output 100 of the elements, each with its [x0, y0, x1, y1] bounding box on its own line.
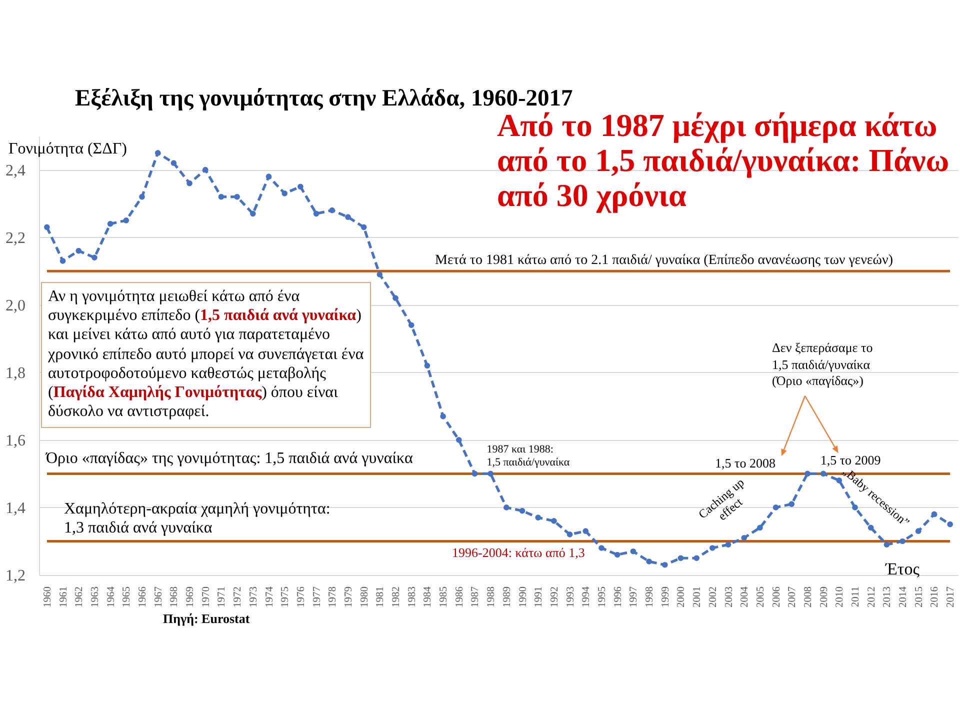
- ref-line-label: Όριο «παγίδας» της γονιμότητας: 1,5 παιδιά ανά γυναίκα: [46, 448, 413, 468]
- y-tick-label: 1,4: [6, 500, 26, 517]
- annotation: 1,5 το 2008: [714, 455, 776, 471]
- x-tick-label: 1991: [534, 586, 545, 608]
- x-tick-label: 2005: [755, 586, 766, 608]
- point: [202, 166, 208, 173]
- x-tick-label: 2012: [866, 586, 878, 608]
- x-axis-title: Έτος: [884, 560, 920, 578]
- x-tick-label: 1961: [58, 586, 70, 608]
- point: [92, 254, 98, 260]
- point: [408, 322, 414, 328]
- point: [678, 555, 684, 562]
- point: [614, 552, 620, 558]
- x-tick-label: 1985: [438, 586, 450, 608]
- x-tick-label: 1995: [596, 586, 608, 608]
- x-tick-label: 2013: [882, 586, 894, 608]
- x-tick-label: 1975: [280, 586, 292, 608]
- x-tick-label: 2015: [914, 586, 925, 608]
- x-tick-label: 1996: [612, 586, 624, 608]
- point: [376, 272, 383, 278]
- point: [234, 194, 240, 200]
- x-tick-label: 1998: [644, 586, 656, 608]
- y-tick-label: 1,8: [6, 364, 26, 382]
- point: [884, 542, 890, 548]
- point: [123, 218, 130, 224]
- x-tick-label: 2008: [802, 586, 814, 608]
- x-tick-label: 1969: [185, 586, 196, 608]
- annotation: Δεν ξεπεράσαμε το 1,5 παιδιά/γυναίκα (Όριο «παγίδας»): [772, 340, 873, 390]
- x-tick-label: 2007: [787, 586, 798, 608]
- x-tick-label: 2011: [850, 586, 862, 608]
- point: [329, 207, 336, 214]
- x-tick-label: 1973: [248, 586, 260, 608]
- x-tick-label: 2014: [898, 586, 910, 608]
- point: [772, 504, 779, 510]
- point: [154, 150, 161, 156]
- point: [900, 538, 906, 544]
- point: [566, 532, 573, 538]
- x-tick-label: 1976: [296, 586, 307, 608]
- x-tick-label: 1970: [200, 586, 212, 608]
- point: [392, 295, 398, 301]
- point: [694, 555, 700, 562]
- x-tick-label: 1964: [106, 586, 117, 608]
- x-tick-label: 1981: [375, 586, 386, 608]
- point: [519, 508, 526, 514]
- point: [598, 545, 604, 551]
- x-tick-label: 1984: [422, 586, 434, 608]
- y-tick-label: 1,6: [6, 432, 26, 450]
- y-tick-label: 2,4: [6, 162, 26, 180]
- x-tick-label: 1978: [328, 586, 339, 608]
- point: [709, 545, 716, 551]
- point: [757, 524, 763, 531]
- x-tick-label: 1989: [502, 586, 513, 608]
- point: [186, 180, 192, 186]
- point: [725, 542, 732, 548]
- x-tick-label: 2001: [692, 586, 704, 608]
- point: [820, 470, 826, 477]
- y-tick-label: 2,2: [6, 230, 26, 247]
- point: [915, 528, 922, 534]
- point: [804, 470, 810, 477]
- point: [931, 511, 938, 518]
- point: [788, 501, 795, 507]
- x-tick-label: 2016: [930, 586, 941, 608]
- x-tick-label: 2009: [818, 586, 830, 608]
- x-tick-label: 1971: [216, 586, 228, 608]
- ref-line-label: Μετά το 1981 κάτω από το 2.1 παιδιά/ γυναίκα (Επίπεδο ανανέωσης των γενεών): [435, 253, 893, 270]
- x-tick-label: 1980: [359, 586, 370, 608]
- point: [313, 210, 320, 217]
- ref-line-label: Χαμηλότερη-ακραία χαμηλή γονιμότητα: 1,3 παιδιά ανά γυναίκα: [64, 500, 330, 538]
- point: [424, 362, 430, 369]
- x-tick-label: 1999: [660, 586, 672, 608]
- x-tick-label: 1992: [549, 586, 560, 608]
- x-tick-label: 1966: [137, 586, 148, 608]
- point: [947, 521, 953, 528]
- point: [107, 220, 114, 227]
- point: [535, 514, 542, 520]
- point: [60, 258, 66, 264]
- x-tick-label: 1977: [312, 586, 323, 608]
- point: [44, 224, 50, 230]
- point: [250, 210, 256, 217]
- x-tick-label: 2004: [740, 586, 751, 608]
- annotation: 1,5 το 2009: [820, 452, 881, 468]
- x-tick-label: 1972: [232, 586, 244, 608]
- x-tick-label: 2000: [676, 586, 688, 608]
- annotation: 1987 και 1988: 1,5 παιδιά/γυναίκα: [486, 443, 570, 471]
- point: [741, 534, 748, 541]
- x-tick-label: 2006: [771, 586, 782, 608]
- point: [139, 194, 145, 200]
- x-tick-label: 1988: [486, 586, 498, 608]
- x-tick-label: 1983: [406, 586, 418, 608]
- y-tick-label: 1,2: [6, 568, 26, 584]
- point: [345, 214, 351, 220]
- point: [472, 470, 478, 477]
- point: [282, 190, 288, 196]
- point: [868, 524, 874, 531]
- point: [630, 548, 636, 554]
- annotation: 1996-2004: κάτω από 1,3: [452, 545, 585, 561]
- x-tick-label: 1967: [153, 586, 164, 608]
- point: [218, 194, 224, 200]
- point: [440, 413, 446, 420]
- x-tick-label: 2010: [834, 586, 846, 608]
